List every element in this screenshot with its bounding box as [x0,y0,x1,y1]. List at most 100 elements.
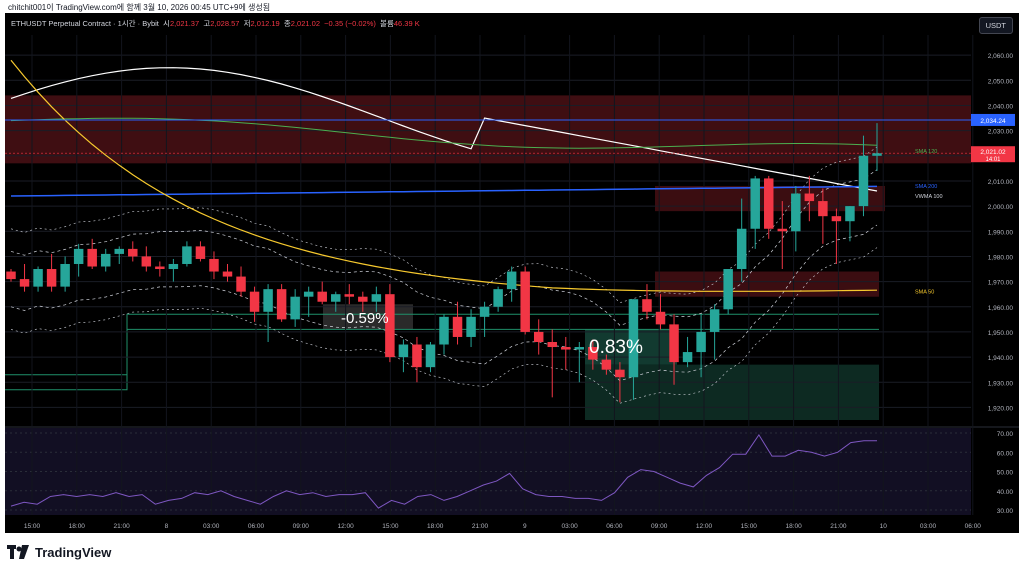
candle-body [764,178,774,229]
candle-body [60,263,70,287]
change-value: −0.35 (−0.02%) [324,19,376,28]
candle-body [628,299,639,378]
last-price-label: 2,021.02 [980,149,1006,156]
rsi-tick-label: 30.00 [997,508,1014,515]
candle-body [195,246,206,259]
candle-body [155,266,165,270]
y-tick-label: 2,040.00 [988,103,1014,110]
candle-body [398,344,409,358]
bar-countdown-label: 14:01 [985,157,1001,163]
candle-body [601,359,612,370]
x-tick-label: 18:00 [69,523,86,530]
symbol-info-line: ETHUSDT Perpetual Contract · 1시간 · Bybit… [11,18,420,29]
candle-body [303,291,314,297]
measure-label-2: 0.83% [589,337,643,358]
close-value: 2,021.02 [290,19,320,28]
candle-body [547,341,557,348]
candle-body [818,201,828,217]
supply-box-lower [655,271,879,297]
candle-body [141,256,152,267]
x-tick-label: 15:00 [382,523,399,530]
candle-body [236,276,246,292]
x-tick-label: 06:00 [248,523,265,530]
candle-body [209,258,219,272]
x-tick-label: 18:00 [427,523,444,530]
x-tick-label: 09:00 [293,523,310,530]
lower-band-outer [10,224,878,382]
currency-button[interactable]: USDT [978,17,1013,34]
y-tick-label: 2,050.00 [988,78,1014,85]
candle-body [723,269,733,310]
x-tick-label: 06:00 [606,523,623,530]
export-caption: chitchit001이 TradingView.com에 함께 3월 10, … [8,3,271,12]
candle-body [128,248,138,257]
tradingview-logo: TradingView [7,544,111,560]
candle-body [736,228,747,270]
tradingview-wordmark: TradingView [35,544,112,560]
candle-body [804,193,815,202]
y-tick-label: 2,000.00 [988,204,1014,211]
y-tick-label: 1,980.00 [988,254,1014,261]
x-tick-label: 8 [165,523,169,530]
candle-body [642,299,652,312]
price-line-label: 2,034.24 [980,118,1006,125]
x-tick-label: 12:00 [337,523,354,530]
y-tick-label: 2,060.00 [988,53,1014,60]
open-value: 2,021.37 [169,19,200,28]
candle-body [182,246,192,264]
rsi-tick-label: 40.00 [997,489,1014,496]
candle-body [858,155,869,207]
rsi-tick-label: 60.00 [997,450,1014,457]
candle-body [385,294,395,358]
x-tick-label: 03:00 [561,523,578,530]
y-tick-label: 1,940.00 [988,355,1014,362]
candle-body [655,311,666,325]
y-tick-label: 1,930.00 [988,380,1014,387]
measure-box-1 [323,304,413,330]
candle-body [249,291,260,312]
vwma-100-line [10,67,878,192]
last-price-tag [971,146,1015,163]
candle-body [439,316,449,345]
candle-body [46,269,57,287]
candle-body [222,271,233,277]
y-tick-label: 1,950.00 [988,330,1014,337]
close-label: 종 [283,19,291,28]
candle-body [358,296,368,302]
candle-body [588,347,598,360]
high-value: 2,028.57 [210,19,240,28]
symbol-title: ETHUSDT Perpetual Contract · 1시간 · Bybit [11,19,159,28]
lower-band-far [10,247,878,404]
y-tick-label: 2,030.00 [988,129,1014,136]
open-label: 시 [163,19,170,28]
candle-body [425,344,436,368]
x-tick-label: 15:00 [24,523,41,530]
x-tick-label: 18:00 [785,523,802,530]
price-chart[interactable]: 2,060.002,050.002,040.002,030.002,020.00… [5,13,1019,533]
y-tick-label: 1,920.00 [988,405,1014,412]
y-tick-label: 1,990.00 [988,229,1014,236]
candle-body [6,271,16,280]
x-tick-label: 21:00 [830,523,847,530]
candle-body [452,316,463,337]
candle-body [114,248,124,254]
x-tick-label: 03:00 [920,523,937,530]
y-tick-label: 1,960.00 [988,305,1014,312]
indicator-label-sma-200: SMA 200 [915,184,937,190]
sma-120-line [10,117,878,149]
candle-body [669,324,679,363]
candle-body [493,289,503,307]
candle-body [845,206,855,222]
candle-body [696,331,706,353]
x-tick-label: 21:00 [472,523,489,530]
price-line-tag [971,113,1015,126]
indicator-label-sma-50: SMA 50 [915,290,934,296]
candle-body [479,306,490,317]
chart-frame[interactable]: 2,060.002,050.002,040.002,030.002,020.00… [5,13,1019,533]
candle-body [73,248,84,264]
candle-body [872,153,882,156]
x-tick-label: 10 [880,523,888,530]
x-tick-label: 15:00 [741,523,758,530]
candle-body [791,193,801,232]
candle-body [263,289,273,312]
